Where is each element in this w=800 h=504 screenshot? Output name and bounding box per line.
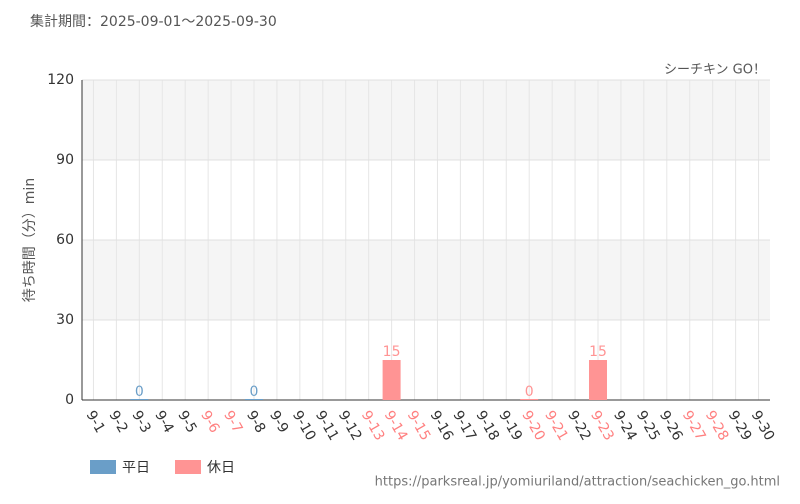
x-tick-label: 9-28	[702, 408, 732, 444]
x-tick-label: 9-17	[449, 408, 479, 444]
y-tick-label: 30	[56, 312, 74, 328]
data-label: 0	[250, 384, 259, 400]
bar	[382, 360, 401, 400]
x-tick-label: 9-11	[312, 408, 342, 444]
x-tick-label: 9-27	[679, 408, 709, 444]
x-tick-label: 9-19	[495, 408, 525, 444]
legend-swatch	[175, 460, 201, 474]
data-label: 15	[589, 344, 607, 360]
y-tick-label: 120	[47, 72, 74, 88]
x-tick-label: 9-24	[610, 408, 640, 444]
x-tick-label: 9-29	[725, 408, 755, 444]
x-tick-label: 9-16	[427, 408, 457, 444]
bar	[589, 360, 607, 400]
source: https://parksreal.jp/yomiuriland/attract…	[375, 475, 780, 490]
legend-label: 休日	[207, 460, 235, 476]
y-tick-label: 60	[56, 232, 74, 248]
bar	[245, 399, 263, 400]
x-tick-label: 9-23	[587, 408, 617, 444]
bar	[520, 399, 539, 400]
chart-title: 集計期間：2025-09-01～2025-09-30	[30, 13, 277, 30]
x-tick-label: 9-14	[381, 408, 411, 444]
x-tick-label: 9-12	[335, 408, 365, 444]
annotation: シーチキン GO！	[664, 63, 766, 78]
bar	[130, 399, 149, 400]
x-tick-label: 9-7	[220, 408, 245, 436]
x-tick-label: 9-13	[358, 408, 388, 444]
x-tick-label: 9-26	[656, 408, 686, 444]
x-tick-label: 9-21	[541, 408, 571, 444]
x-tick-label: 9-4	[151, 408, 176, 436]
x-tick-label: 9-3	[128, 408, 153, 436]
data-label: 0	[525, 384, 534, 400]
x-tick-label: 9-1	[83, 408, 108, 436]
data-label: 15	[383, 344, 401, 360]
grid-band	[82, 240, 770, 320]
x-tick-label: 9-15	[404, 408, 434, 444]
x-tick-label: 9-18	[472, 408, 502, 444]
y-tick-label: 0	[65, 392, 74, 408]
x-tick-label: 9-10	[289, 408, 319, 444]
y-tick-label: 90	[56, 152, 74, 168]
grid-band	[82, 80, 770, 160]
x-tick-label: 9-2	[105, 408, 130, 436]
y-axis-label: 待ち時間（分）min	[22, 178, 38, 302]
data-label: 0	[135, 384, 144, 400]
x-tick-label: 9-20	[518, 408, 548, 444]
legend-swatch	[90, 460, 116, 474]
legend-label: 平日	[122, 460, 150, 476]
x-tick-label: 9-5	[174, 408, 199, 436]
x-tick-label: 9-22	[564, 408, 594, 444]
x-tick-label: 9-9	[266, 408, 291, 436]
x-tick-label: 9-30	[748, 408, 778, 444]
x-tick-label: 9-8	[243, 408, 268, 436]
x-tick-label: 9-25	[633, 408, 663, 444]
x-tick-label: 9-6	[197, 408, 222, 436]
